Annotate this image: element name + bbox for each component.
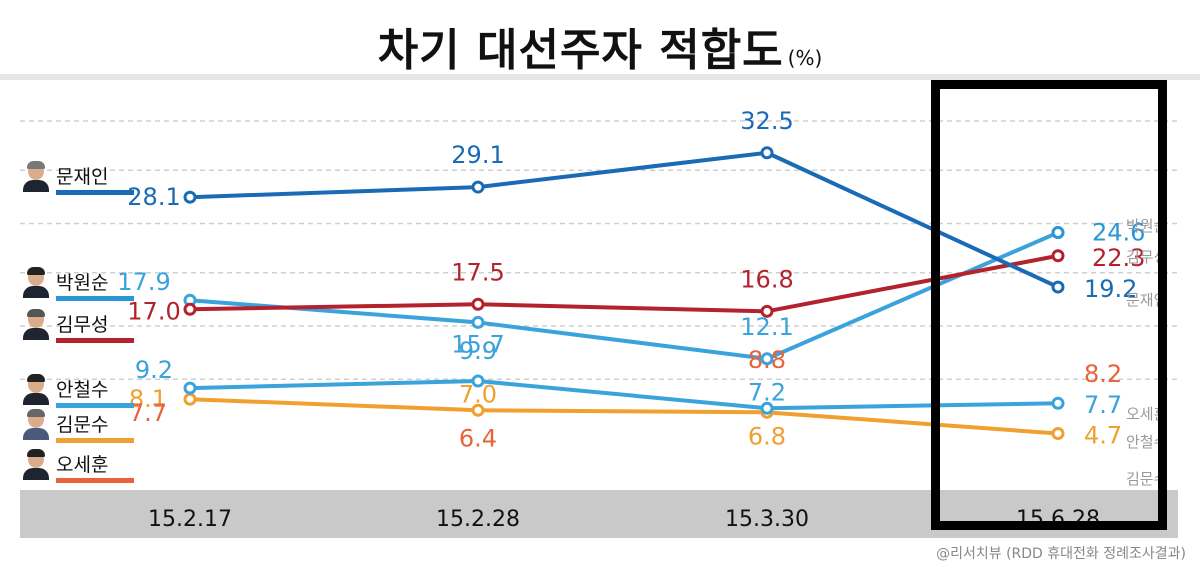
series-name-label: 박원순 <box>1126 217 1168 235</box>
series-name-label: 김무성 <box>1126 248 1167 266</box>
source-note: @리서치뷰 (RDD 휴대전화 정례조사결과) <box>936 546 1186 562</box>
data-point <box>183 190 197 204</box>
data-label: 8.8 <box>748 346 786 374</box>
data-label: 16.8 <box>740 265 793 293</box>
series-name-label: 문재인 <box>1126 291 1167 309</box>
data-point <box>183 302 197 316</box>
data-point <box>1051 249 1065 263</box>
data-label: 7.2 <box>748 378 786 406</box>
data-point <box>471 403 485 417</box>
legend-color-bar <box>56 478 134 483</box>
data-point <box>1051 396 1065 410</box>
chart-title: 차기 대선주자 적합도 <box>377 25 784 76</box>
legend-color-bar <box>56 403 134 408</box>
data-label: 15.7 <box>451 330 504 358</box>
series-name-label: 안철수 <box>1126 433 1167 451</box>
series-line <box>189 379 1059 411</box>
data-label: 17.5 <box>451 258 504 286</box>
legend-color-bar <box>56 190 134 195</box>
data-point <box>1051 226 1065 240</box>
avatar <box>20 264 52 298</box>
legend-item-kim-ms2: 김문수 <box>20 406 134 446</box>
series-line <box>189 253 1059 314</box>
legend-label: 김문수 <box>56 414 109 436</box>
data-label: 32.5 <box>740 107 793 135</box>
series-line <box>189 230 1059 361</box>
series-name-label: 오세훈 <box>1126 405 1167 423</box>
x-tick-label: 15.6.28 <box>1016 507 1100 532</box>
series-line <box>189 150 1059 289</box>
data-point <box>760 352 774 366</box>
data-label: 24.6 <box>1092 219 1145 247</box>
data-point <box>183 392 197 406</box>
legend-item-park: 박원순 <box>20 264 134 304</box>
legend-label: 문재인 <box>56 166 109 188</box>
data-point <box>471 315 485 329</box>
data-label: 6.8 <box>748 422 786 450</box>
data-label: 28.1 <box>127 183 180 211</box>
avatar <box>20 446 52 480</box>
x-tick-label: 15.2.28 <box>436 507 520 532</box>
legend-item-ahn: 안철수 <box>20 371 134 411</box>
data-point <box>760 146 774 160</box>
top-divider <box>0 74 1200 80</box>
data-point <box>1051 427 1065 441</box>
legend-color-bar <box>56 338 134 343</box>
data-label: 17.0 <box>127 297 180 325</box>
legend-label: 안철수 <box>56 379 109 401</box>
legend-color-bar <box>56 296 134 301</box>
avatar <box>20 306 52 340</box>
data-point <box>471 297 485 311</box>
data-label: 4.7 <box>1084 422 1122 450</box>
data-label: 8.2 <box>1084 360 1122 388</box>
avatar <box>20 406 52 440</box>
data-label: 12.1 <box>740 313 793 341</box>
plot-area <box>20 80 1178 490</box>
data-label: 29.1 <box>451 141 504 169</box>
legend-color-bar <box>56 438 134 443</box>
data-point <box>760 304 774 318</box>
series-name-label: 김문수 <box>1126 470 1167 488</box>
data-label: 9.9 <box>459 337 497 365</box>
data-label: 9.2 <box>135 356 173 384</box>
data-label: 22.3 <box>1092 244 1145 272</box>
data-label: 6.4 <box>459 424 497 452</box>
avatar <box>20 158 52 192</box>
legend-item-oh: 오세훈 <box>20 446 134 486</box>
data-label: 7.7 <box>129 399 167 427</box>
series-line <box>189 397 1059 436</box>
legend-item-kim-ms: 김무성 <box>20 306 134 346</box>
avatar <box>20 371 52 405</box>
chart-unit: (%) <box>787 46 823 70</box>
x-tick-label: 15.3.30 <box>725 507 809 532</box>
x-tick-label: 15.2.17 <box>148 507 232 532</box>
data-label: 17.9 <box>117 268 170 296</box>
data-label: 8.1 <box>129 385 167 413</box>
data-point <box>760 401 774 415</box>
data-point <box>471 180 485 194</box>
data-label: 7.7 <box>1084 391 1122 419</box>
legend-item-moon: 문재인 <box>20 158 134 198</box>
legend-label: 오세훈 <box>56 454 109 476</box>
data-point <box>183 381 197 395</box>
legend-label: 김무성 <box>56 314 109 336</box>
x-axis-band <box>20 490 1178 538</box>
data-point <box>471 374 485 388</box>
chart-title-wrap: 차기 대선주자 적합도 (%) <box>0 14 1200 78</box>
legend-label: 박원순 <box>56 272 109 294</box>
data-label: 7.0 <box>459 380 497 408</box>
data-point <box>1051 280 1065 294</box>
data-label: 19.2 <box>1084 275 1137 303</box>
